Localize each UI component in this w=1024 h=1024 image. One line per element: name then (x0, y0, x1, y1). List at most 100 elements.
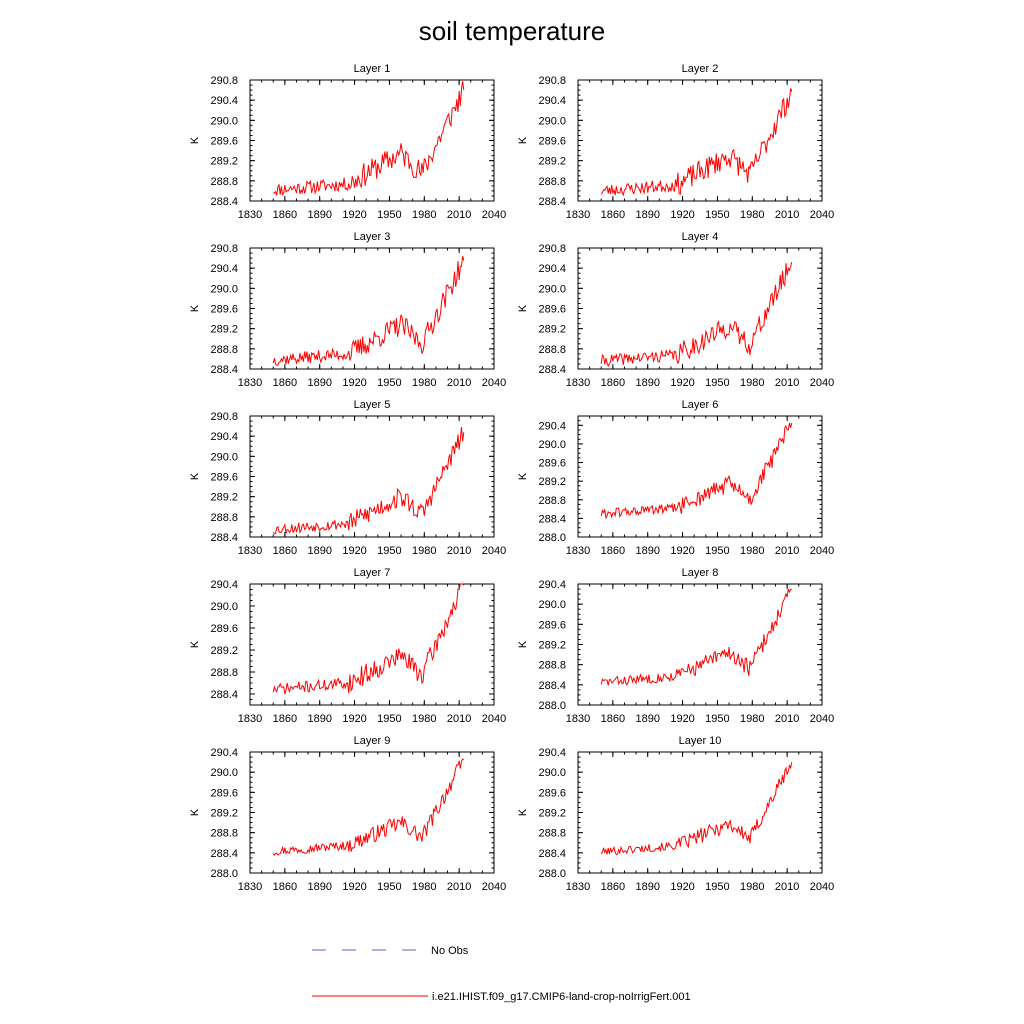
series-line (272, 758, 465, 856)
panel-2: Layer 2 1830 1860 1890 1920 1950 1980 2010 2040 2… (517, 63, 834, 221)
y-tick-label: 288.0 (538, 700, 566, 712)
panel-title: Layer 5 (354, 399, 391, 411)
panel-title: Layer 8 (682, 567, 719, 579)
y-tick-label: 289.2 (210, 324, 238, 336)
x-tick-label: 1980 (412, 545, 436, 557)
x-tick-label: 1980 (412, 713, 436, 725)
y-tick-label: 289.6 (210, 472, 238, 484)
x-tick-label: 1890 (307, 377, 331, 389)
x-tick-label: 1830 (238, 881, 262, 893)
x-tick-label: 1920 (342, 545, 366, 557)
x-tick-label: 1950 (705, 713, 729, 725)
x-tick-label: 2010 (775, 713, 799, 725)
y-tick-label: 289.2 (210, 645, 238, 657)
plot-frame (577, 415, 823, 538)
x-tick-label: 1890 (307, 209, 331, 221)
x-tick-label: 1980 (740, 209, 764, 221)
plot-frame (577, 79, 823, 202)
x-tick-label: 1950 (705, 881, 729, 893)
x-tick-label: 1950 (377, 713, 401, 725)
y-tick-label: 290.4 (210, 579, 238, 591)
x-tick-label: 1830 (566, 881, 590, 893)
series-line (600, 261, 793, 368)
y-tick-label: 290.8 (538, 243, 566, 255)
x-tick-label: 1950 (377, 545, 401, 557)
x-tick-label: 1830 (566, 209, 590, 221)
y-tick-label: 290.0 (210, 601, 238, 613)
panel-title: Layer 3 (354, 231, 391, 243)
y-axis-label: K (189, 472, 201, 480)
y-tick-label: 288.4 (210, 689, 238, 701)
plot-frame (577, 583, 823, 706)
y-tick-label: 289.6 (538, 787, 566, 799)
x-tick-label: 1950 (705, 209, 729, 221)
x-tick-label: 1860 (273, 545, 297, 557)
x-tick-label: 2010 (775, 881, 799, 893)
y-tick-label: 288.4 (538, 364, 566, 376)
x-tick-label: 1950 (705, 377, 729, 389)
y-tick-label: 290.0 (210, 451, 238, 463)
y-tick-label: 290.0 (538, 115, 566, 127)
panel-title: Layer 1 (354, 63, 391, 75)
y-tick-label: 290.0 (210, 115, 238, 127)
x-tick-label: 1890 (307, 881, 331, 893)
x-tick-label: 1890 (635, 713, 659, 725)
x-tick-label: 2040 (810, 713, 834, 725)
x-tick-label: 1830 (238, 713, 262, 725)
panel-4: Layer 4 1830 1860 1890 1920 1950 1980 2010 2040 2… (517, 231, 834, 389)
plot-frame (249, 751, 495, 874)
y-axis-label: K (189, 304, 201, 312)
y-tick-label: 289.6 (210, 136, 238, 148)
y-tick-label: 288.8 (538, 495, 566, 507)
y-tick-label: 288.8 (538, 828, 566, 840)
legend-label-no-obs: No Obs (431, 945, 469, 957)
y-tick-label: 290.8 (210, 75, 238, 87)
y-tick-label: 289.2 (210, 492, 238, 504)
panel-grid: Layer 1 1830 1860 1890 1920 1950 1980 2010 2040 2… (189, 63, 834, 893)
y-tick-label: 290.0 (538, 283, 566, 295)
x-tick-label: 1830 (566, 377, 590, 389)
y-tick-label: 288.4 (210, 196, 238, 208)
legend: No Obs i.e21.IHIST.f09_g17.CMIP6-land-cr… (312, 945, 691, 1003)
panel-title: Layer 7 (354, 567, 391, 579)
x-tick-label: 1980 (740, 377, 764, 389)
x-tick-label: 2040 (810, 545, 834, 557)
x-tick-label: 1920 (670, 545, 694, 557)
x-tick-label: 1920 (670, 377, 694, 389)
y-tick-label: 290.0 (210, 767, 238, 779)
x-tick-label: 2040 (810, 209, 834, 221)
y-tick-label: 288.4 (538, 196, 566, 208)
panel-10: Layer 10 1830 1860 1890 1920 1950 1980 2010 2040… (517, 735, 834, 893)
y-tick-label: 290.8 (210, 243, 238, 255)
y-tick-label: 290.4 (538, 747, 566, 759)
series-line (600, 588, 792, 686)
y-tick-label: 290.4 (210, 263, 238, 275)
x-tick-label: 2040 (482, 377, 506, 389)
y-tick-label: 290.0 (210, 283, 238, 295)
panel-title: Layer 9 (354, 735, 391, 747)
x-tick-label: 1890 (635, 545, 659, 557)
y-tick-label: 288.8 (210, 176, 238, 188)
y-tick-label: 288.8 (538, 660, 566, 672)
x-tick-label: 1890 (635, 377, 659, 389)
x-tick-label: 1860 (273, 713, 297, 725)
y-axis-label: K (517, 136, 529, 144)
x-tick-label: 1860 (273, 209, 297, 221)
y-tick-label: 288.0 (210, 868, 238, 880)
x-tick-label: 1980 (740, 713, 764, 725)
x-tick-label: 2010 (775, 545, 799, 557)
y-tick-label: 288.8 (210, 828, 238, 840)
y-tick-label: 289.6 (538, 619, 566, 631)
panel-title: Layer 4 (682, 231, 719, 243)
y-tick-label: 290.4 (210, 95, 238, 107)
x-tick-label: 2010 (775, 209, 799, 221)
y-tick-label: 290.4 (538, 95, 566, 107)
panel-5: Layer 5 1830 1860 1890 1920 1950 1980 2010 2040 2… (189, 399, 506, 557)
x-tick-label: 1860 (601, 713, 625, 725)
y-tick-label: 288.4 (210, 364, 238, 376)
plot-frame (249, 415, 495, 538)
y-tick-label: 288.0 (538, 532, 566, 544)
y-tick-label: 289.2 (538, 476, 566, 488)
panel-6: Layer 6 1830 1860 1890 1920 1950 1980 2010 2040 2… (517, 399, 834, 557)
y-tick-label: 289.6 (538, 304, 566, 316)
